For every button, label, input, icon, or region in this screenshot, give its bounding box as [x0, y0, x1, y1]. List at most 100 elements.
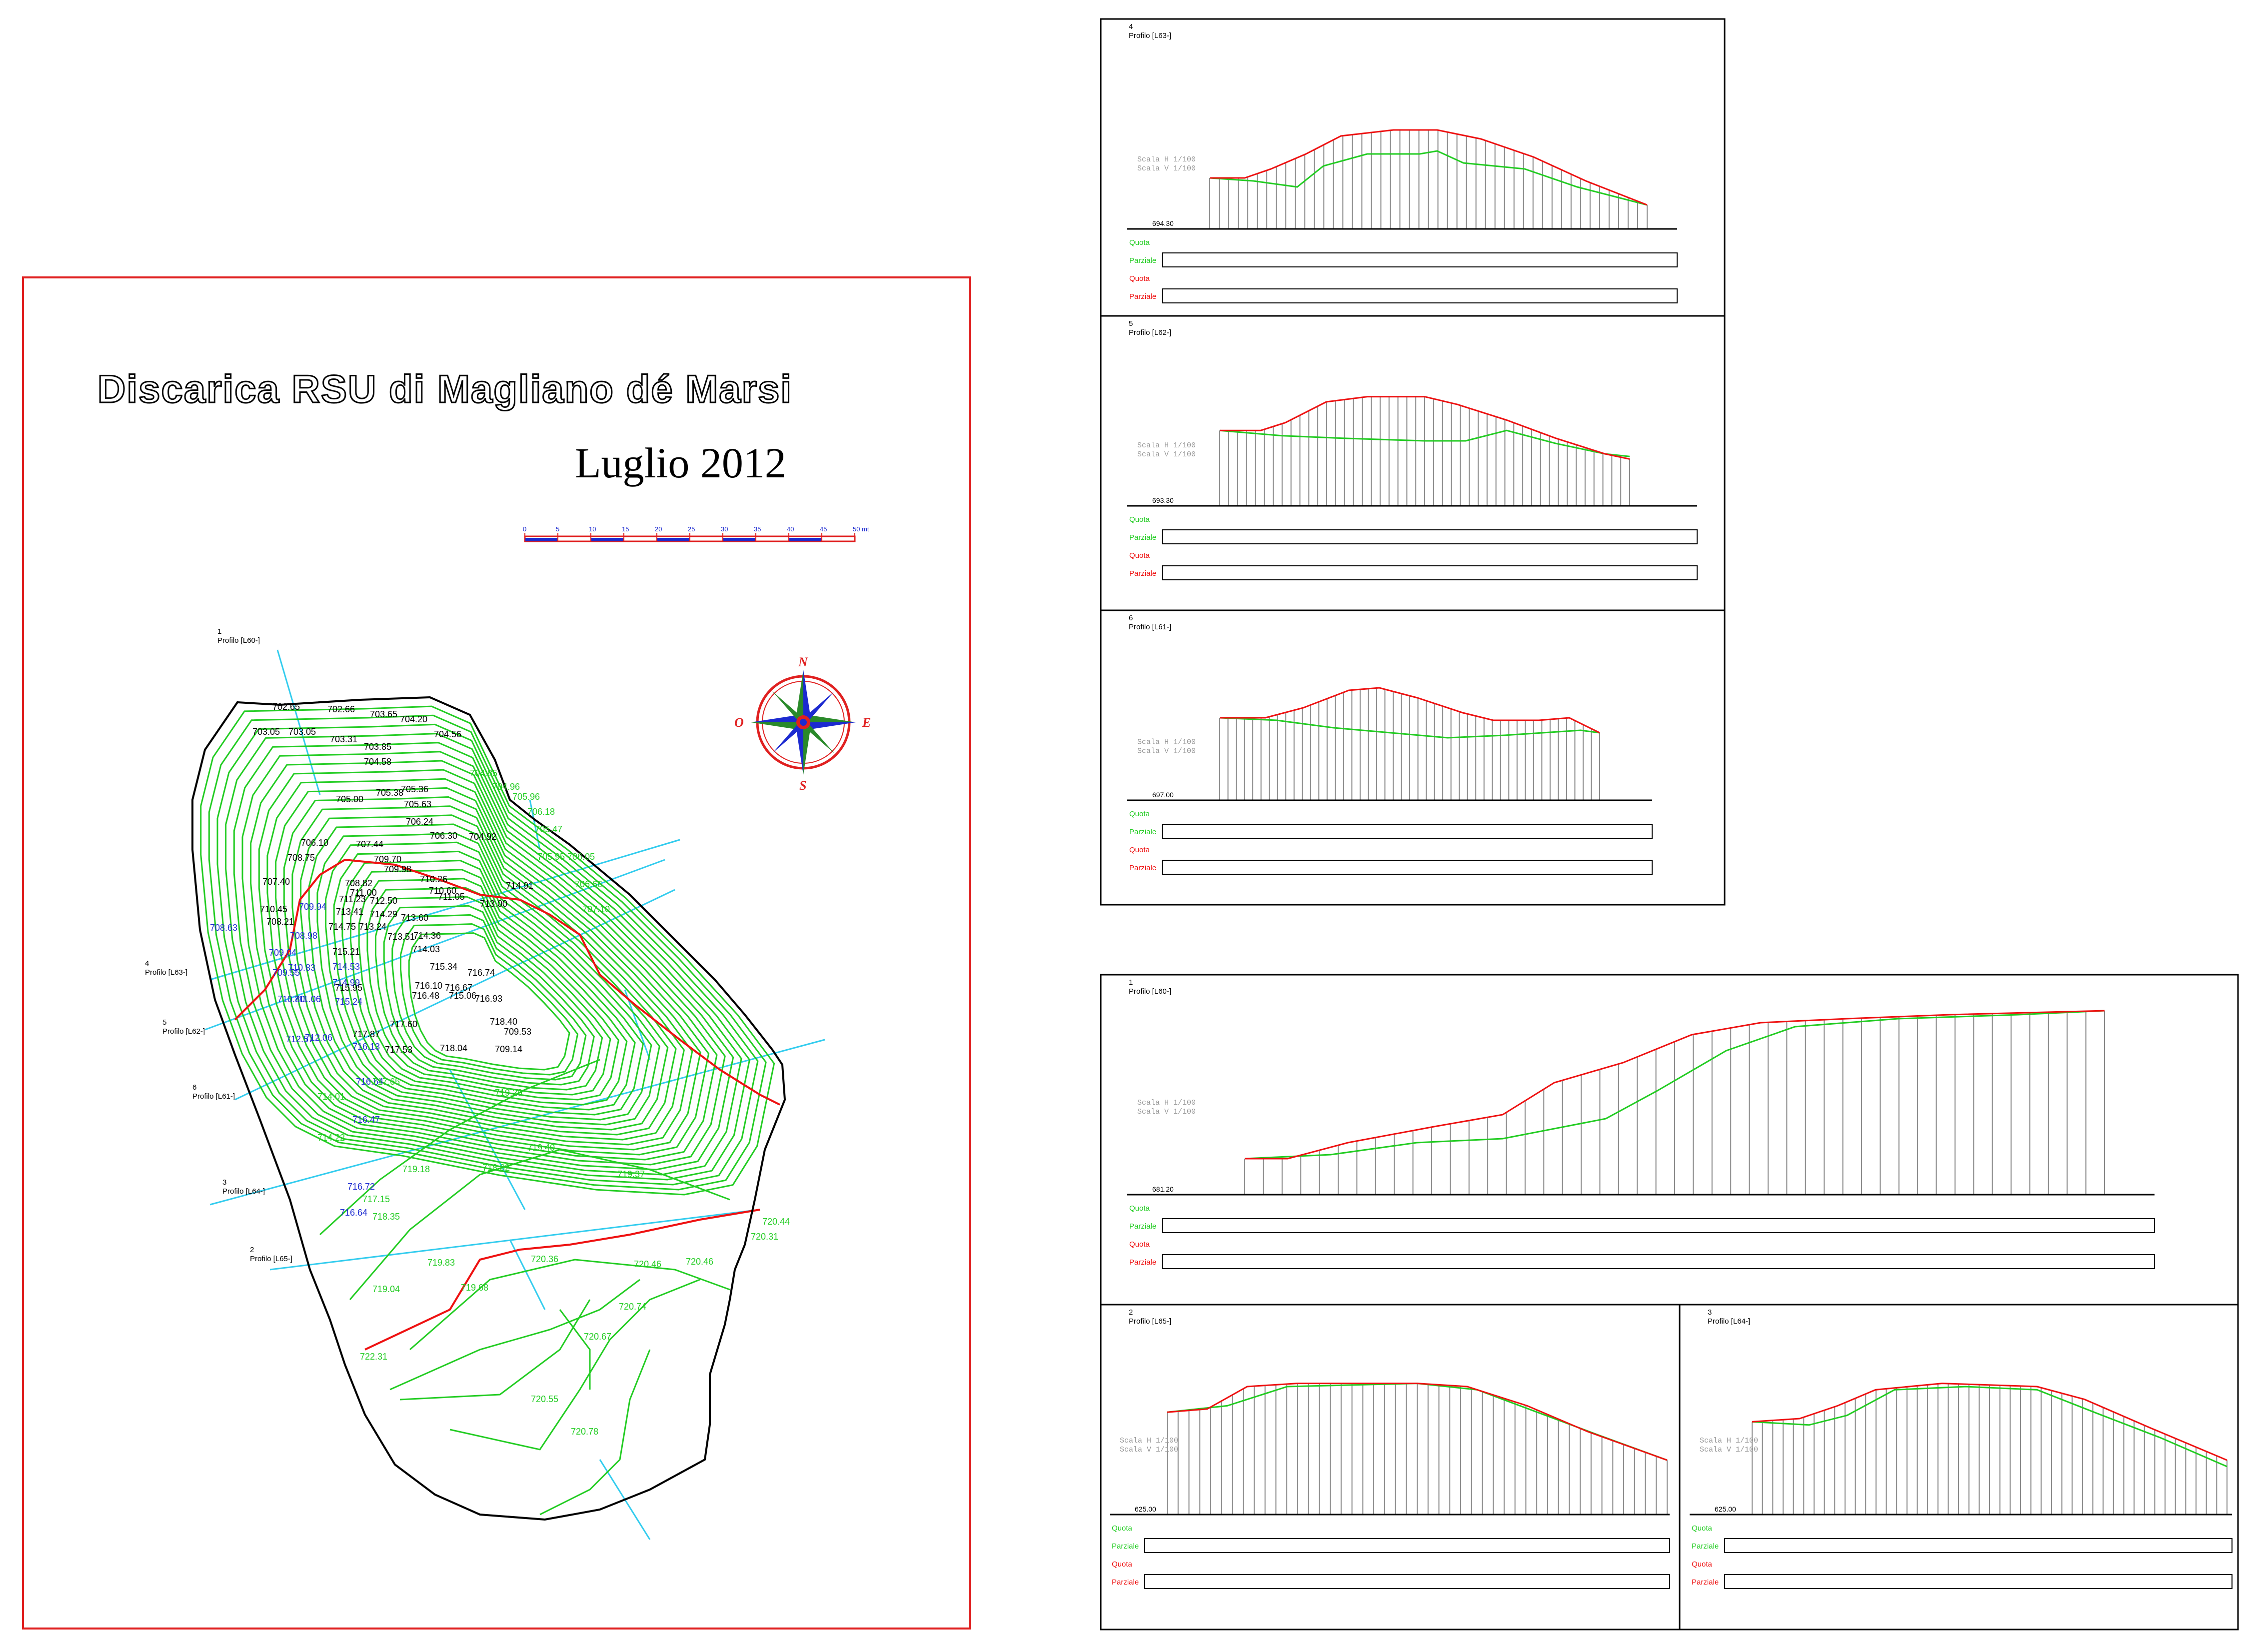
profile-green-line: [1219, 429, 1630, 457]
contour-line: [250, 760, 726, 1166]
spot-height-label: 710.60: [429, 886, 456, 896]
profile-name: Profilo [L64-]: [1708, 1317, 1750, 1326]
spot-height-label: 707.44: [356, 839, 383, 849]
profile-number: 6: [1129, 614, 1133, 622]
spot-height-label: 703.05: [252, 727, 280, 737]
profile-scale-h: Scala H 1/100: [1120, 1437, 1178, 1445]
scale-bar-label: 10: [589, 525, 596, 533]
survey-boundary-lines: [234, 858, 780, 1351]
contour-line: [358, 878, 620, 1101]
spot-height-label: 714.91: [506, 881, 533, 891]
section-tag-name: Profilo [L64-]: [222, 1187, 265, 1196]
spot-height-label: 720.36: [531, 1254, 558, 1264]
profile-scale-v: Scala V 1/100: [1700, 1446, 1758, 1454]
section-tag-name: Profilo [L65-]: [250, 1255, 292, 1263]
spot-height-label: 720.46: [634, 1259, 661, 1269]
profile-table-label: Quota: [1692, 1560, 1713, 1569]
spot-height-label: 705.00: [336, 794, 363, 804]
profile-table-row: [1724, 1538, 2233, 1553]
compass-rose-icon: N S E O: [734, 655, 871, 793]
profile-number: 1: [1129, 978, 1133, 987]
profile-table-label: Quota: [1129, 551, 1150, 560]
spot-height-label: 717.60: [390, 1019, 417, 1029]
profile-name: Profilo [L62-]: [1129, 328, 1171, 337]
profile-datum-label: 681.20: [1152, 1185, 1174, 1193]
scale-bar-label: 5: [556, 525, 559, 533]
spot-height-label: 713.24: [359, 922, 386, 932]
profile-table-label: Parziale: [1112, 1578, 1139, 1587]
profile-table-label: Quota: [1692, 1524, 1713, 1533]
profile-table-row: [1162, 860, 1653, 875]
contour-line: [408, 932, 570, 1071]
spot-height-label: 712.57: [286, 1034, 313, 1044]
spot-height-label: 714.75: [328, 922, 356, 932]
compass-north-label: N: [798, 655, 808, 669]
profile-table-label: Quota: [1129, 515, 1150, 524]
planimetry-sheet: Discarica RSU di Magliano dé Marsi Lugli…: [22, 276, 971, 1630]
contour-line: [409, 1259, 730, 1351]
spot-height-label: 705.96: [512, 792, 540, 802]
spot-height-label: 718.35: [372, 1212, 400, 1222]
spot-height-label: 716.74: [467, 968, 495, 978]
spot-height-label: 722.31: [360, 1352, 387, 1362]
spot-height-label: 706.66: [575, 879, 602, 889]
section-tag-number: 2: [250, 1246, 254, 1254]
scale-bar-label: 0: [523, 525, 526, 533]
spot-height-label: 719.04: [372, 1284, 400, 1294]
spot-height-label: 708.75: [287, 853, 315, 863]
profile-table-row: [1724, 1574, 2233, 1589]
spot-height-label: 716.47: [352, 1115, 380, 1125]
compass-west-label: O: [734, 715, 744, 730]
spot-height-label: 709.98: [384, 864, 411, 874]
profile-number: 2: [1129, 1308, 1133, 1317]
profile-table-label: Parziale: [1129, 256, 1156, 265]
profile-name: Profilo [L61-]: [1129, 623, 1171, 631]
spot-height-label: 720.74: [619, 1302, 646, 1312]
spot-height-label: 705.95: [537, 852, 565, 862]
spot-height-label: 717.87: [352, 1029, 380, 1039]
spot-height-label: 713.00: [480, 899, 507, 909]
spot-height-label: 709.55: [272, 968, 300, 978]
scale-bar-label: 40: [787, 525, 794, 533]
profile-scale-v: Scala V 1/100: [1120, 1446, 1178, 1454]
contour-line: [350, 869, 628, 1106]
spot-height-label: 715.06: [449, 991, 476, 1001]
compass-south-label: S: [799, 778, 806, 793]
compass-east-label: E: [862, 715, 871, 730]
profile-number: 3: [1708, 1308, 1712, 1317]
profile-number: 4: [1129, 22, 1133, 31]
spot-height-label: 714.22: [317, 1133, 345, 1143]
section-tag-name: Profilo [L62-]: [162, 1027, 205, 1036]
spot-height-label: 714.99: [332, 978, 360, 988]
site-boundary: [191, 696, 786, 1521]
spot-height-label: 704.96: [492, 782, 520, 792]
profile-red-line: [1210, 129, 1648, 206]
section-tag-number: 3: [222, 1178, 226, 1187]
spot-height-label: 719.29: [495, 1088, 522, 1098]
contour-line: [258, 769, 718, 1161]
profiles-bottom-frame: [1100, 974, 2239, 1631]
contour-line: [283, 796, 693, 1146]
contour-line: [208, 714, 767, 1191]
contour-line: [241, 751, 734, 1171]
profile-table-label: Quota: [1129, 274, 1150, 283]
spot-height-label: 708.63: [210, 923, 237, 933]
profile-table-label: Quota: [1112, 1524, 1133, 1533]
spot-height-label: 708.82: [345, 878, 372, 888]
spot-height-label: 714.01: [317, 1092, 345, 1102]
spot-height-label: 711.00: [350, 888, 377, 898]
drawing-date: Luglio 2012: [575, 439, 786, 487]
contour-line: [325, 841, 652, 1121]
spot-height-label: 704.92: [469, 832, 496, 842]
spot-height-label: 720.55: [531, 1394, 558, 1404]
spot-height-label: 708.98: [290, 931, 317, 941]
contour-line: [449, 1279, 700, 1451]
profile-table-label: Parziale: [1112, 1542, 1139, 1551]
spot-height-label: 719.68: [461, 1283, 488, 1293]
contour-line: [383, 905, 595, 1086]
spot-height-label: 703.65: [370, 709, 397, 719]
profile-scale-v: Scala V 1/100: [1137, 450, 1196, 459]
